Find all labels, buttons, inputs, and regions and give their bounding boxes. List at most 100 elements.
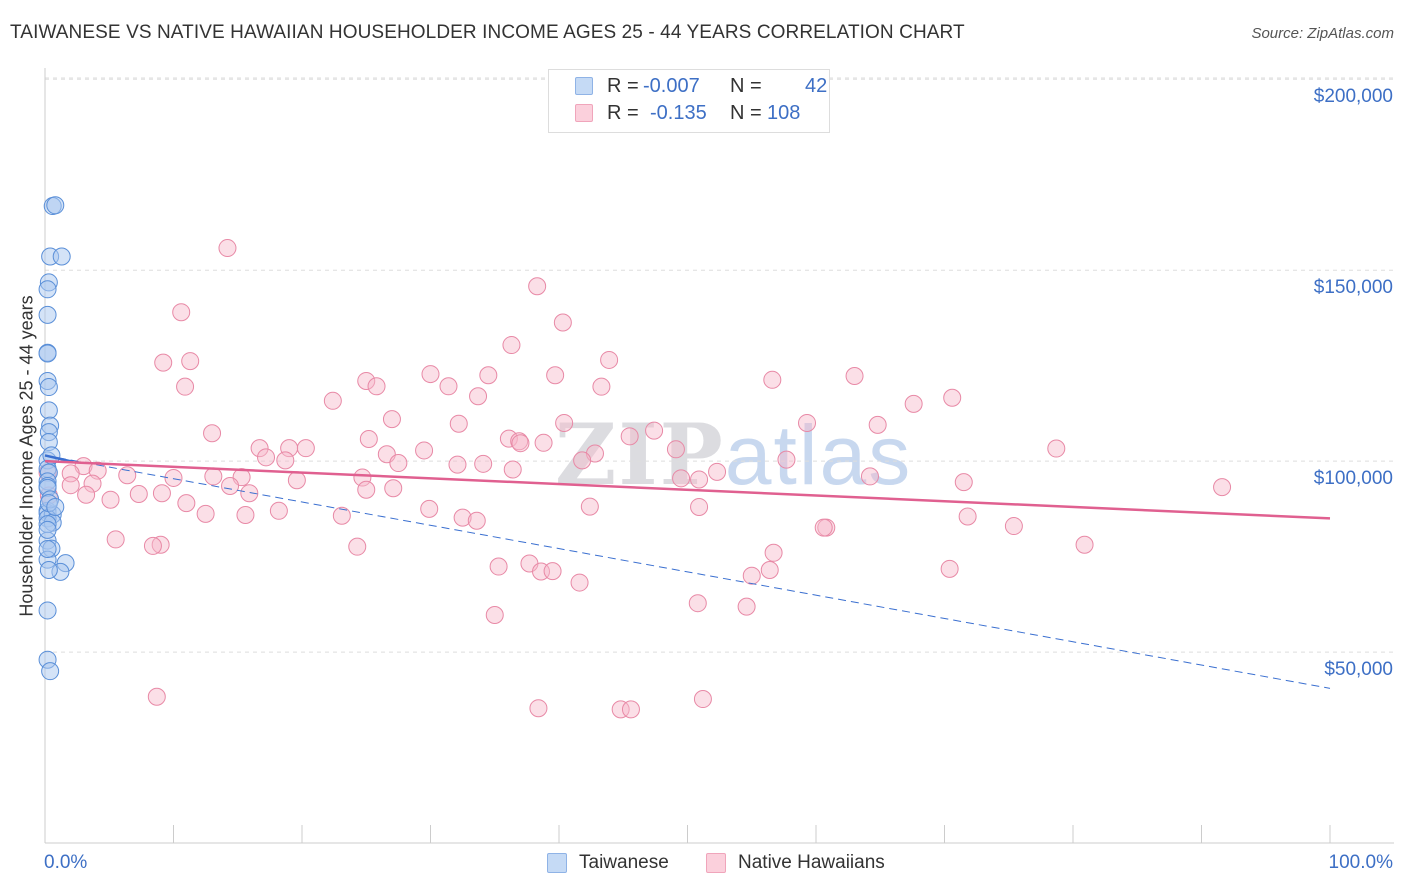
native-hawaiian-point [543, 562, 562, 581]
native-hawaiian-point [553, 313, 572, 332]
native-hawaiian-point [943, 388, 962, 407]
native-hawaiian-point [240, 484, 259, 503]
legend-r-value: -0.135 [650, 102, 707, 124]
native-hawaiian-point [367, 377, 386, 396]
legend-n-label: N = [730, 75, 762, 97]
y-tick-label-100000: $100,000 [1313, 468, 1393, 489]
legend-n-label: N = [730, 102, 762, 124]
native-hawaiian-point [688, 594, 707, 613]
taiwanese-point [38, 280, 57, 299]
legend-n-value: 42 [805, 75, 828, 97]
native-hawaiian-point [814, 518, 833, 537]
legend-r-label: R = [607, 102, 639, 124]
native-hawaiian-point [269, 501, 288, 520]
native-hawaiian-point [1047, 439, 1066, 458]
taiwanese-point [41, 662, 60, 681]
native-hawaiian-point [570, 573, 589, 592]
y-tick-label-200000: $200,000 [1313, 86, 1393, 107]
native-hawaiian-point [172, 303, 191, 322]
native-hawaiian-point [573, 451, 592, 470]
native-hawaiian-trend-line [44, 459, 1331, 520]
native-hawaiian-point [954, 473, 973, 492]
taiwanese-point [39, 560, 58, 579]
source-label: Source: ZipAtlas.com [1251, 25, 1394, 42]
native-hawaiian-point [118, 466, 137, 485]
taiwanese-point [42, 446, 61, 465]
native-hawaiian-point [439, 377, 458, 396]
native-hawaiian-point [798, 413, 817, 432]
native-hawaiian-point [764, 543, 783, 562]
native-hawaiian-point [621, 700, 640, 719]
native-hawaiian-point [534, 433, 553, 452]
native-hawaiian-point [511, 434, 530, 453]
taiwanese-point [38, 539, 57, 558]
native-hawaiian-point [382, 410, 401, 429]
native-hawaiian-point [645, 421, 664, 440]
native-hawaiian-point [276, 451, 295, 470]
native-hawaiian-point [693, 690, 712, 709]
native-hawaiian-point [152, 484, 171, 503]
native-hawaiian-point [860, 467, 879, 486]
native-hawaiian-point [359, 429, 378, 448]
native-hawaiian-point [479, 366, 498, 385]
native-hawaiian-point [940, 559, 959, 578]
native-hawaiian-point [332, 506, 351, 525]
native-hawaiian-point [502, 336, 521, 355]
native-hawaiian-point [218, 239, 237, 258]
native-hawaiian-point [690, 497, 709, 516]
native-hawaiian-point [154, 353, 173, 372]
native-hawaiian-point [672, 469, 691, 488]
native-hawaiian-point [61, 476, 80, 495]
native-hawaiian-point [529, 699, 548, 718]
native-hawaiian-point [690, 470, 709, 489]
native-hawaiian-point [592, 377, 611, 396]
taiwanese-point [39, 378, 58, 397]
native-hawaiian-point [742, 566, 761, 585]
taiwanese-point [39, 401, 58, 420]
native-hawaiian-point [737, 597, 756, 616]
native-hawaiian-point [474, 454, 493, 473]
native-hawaiian-point [546, 366, 565, 385]
watermark-atlas: atlas [724, 408, 913, 502]
y-tick-label-50000: $50,000 [1324, 659, 1393, 680]
native-hawaiian-point [449, 414, 468, 433]
native-hawaiian-point [236, 505, 255, 524]
native-hawaiian-point [1213, 478, 1232, 497]
native-hawaiian-point [503, 460, 522, 479]
legend-r-value: -0.007 [643, 75, 700, 97]
native-hawaiian-point [77, 485, 96, 504]
native-hawaiian-point [296, 439, 315, 458]
native-hawaiian-point [164, 468, 183, 487]
gridlines [45, 77, 1394, 653]
taiwanese-label: Taiwanese [579, 852, 669, 873]
native-hawaiian-point [147, 687, 166, 706]
native-hawaiian-point [611, 700, 630, 719]
native-hawaiian-point [489, 557, 508, 576]
taiwanese-trend-dashed [44, 454, 1331, 689]
native-hawaiian-point [177, 494, 196, 513]
native-hawaiian-point [777, 450, 796, 469]
native-hawaiian-point [666, 440, 685, 459]
native-hawaiian-point [845, 366, 864, 385]
native-hawaiian-point [420, 499, 439, 518]
native-hawaiian-point [448, 455, 467, 474]
native-hawaiian-point [499, 429, 518, 448]
native-hawaiian-point [708, 462, 727, 481]
native-hawaiian-point [528, 277, 547, 296]
taiwanese-point [46, 196, 65, 215]
legend-n-value: 108 [767, 102, 801, 124]
native-hawaiian-point [904, 394, 923, 413]
taiwanese-point [38, 344, 57, 363]
taiwanese-trend-line [44, 454, 74, 464]
taiwanese-point [52, 247, 71, 266]
native-hawaiians-label: Native Hawaiians [738, 852, 885, 873]
native-hawaiian-point [1075, 535, 1094, 554]
x-tick-label-max: 100.0% [1328, 852, 1393, 873]
native-hawaiian-point [384, 479, 403, 498]
native-hawaiian-point [250, 439, 269, 458]
native-hawaiian-point [257, 448, 276, 467]
native-hawaiian-point [221, 476, 240, 495]
axes [44, 68, 1394, 844]
native-hawaiian-point [204, 467, 223, 486]
